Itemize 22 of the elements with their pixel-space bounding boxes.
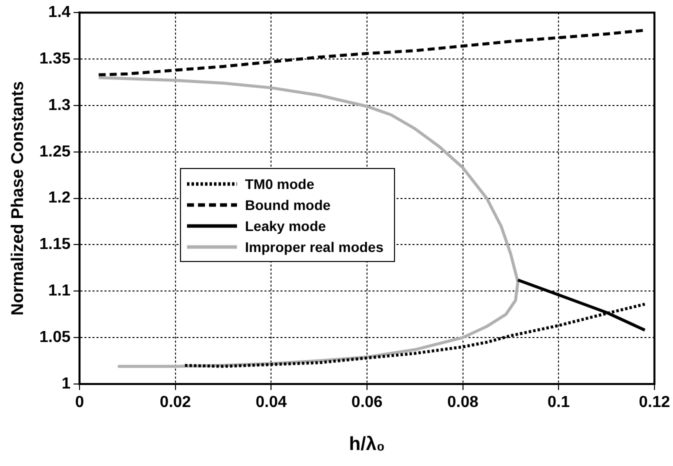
x-tick-label: 0.04 [256, 394, 287, 412]
y-tick-label: 1.4 [48, 4, 71, 22]
x-tick-label: 0.06 [351, 394, 383, 412]
y-tick-label: 1 [62, 375, 71, 392]
y-tick-label: 1.05 [39, 328, 71, 346]
x-tick-label: 0.08 [447, 394, 478, 412]
x-axis-title: h/λ₀ [348, 434, 385, 455]
y-tick-label: 1.15 [39, 236, 71, 254]
legend-label: Leaky mode [245, 218, 326, 234]
y-tick-label: 1.1 [48, 282, 71, 300]
legend-label: TM0 mode [245, 176, 314, 192]
x-tick-label: 0.1 [547, 394, 570, 412]
x-tick-label: 0 [75, 394, 84, 412]
legend-label: Bound mode [245, 196, 331, 212]
y-tick-label: 1.2 [48, 190, 71, 207]
y-tick-label: 1.25 [39, 143, 71, 160]
y-tick-label: 1.3 [48, 96, 71, 114]
y-axis-title: Normalized Phase Constants [8, 81, 27, 316]
x-tick-label: 0.12 [638, 394, 670, 412]
y-tick-label: 1.35 [39, 50, 71, 68]
legend-label: Improper real modes [245, 238, 384, 254]
x-tick-label: 0.02 [160, 394, 192, 412]
